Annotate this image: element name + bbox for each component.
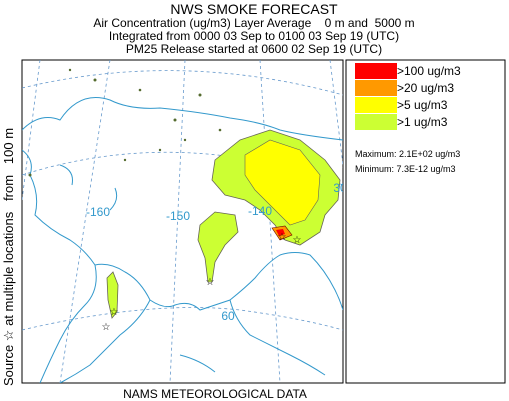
legend-label: >1 ug/m3 [397, 115, 448, 129]
title: NWS SMOKE FORECAST [170, 1, 338, 17]
legend-label: >5 ug/m3 [397, 98, 448, 112]
legend-frame [345, 59, 506, 384]
legend-max: Maximum: 2.1E+02 ug/m3 [355, 149, 460, 159]
smoke-plume [197, 211, 239, 283]
map-label: -150 [166, 209, 190, 223]
legend-label: >100 ug/m3 [397, 64, 461, 78]
legend-swatch [355, 63, 397, 79]
footer: NAMS METEOROLOGICAL DATA [123, 387, 307, 401]
svg-text:☆: ☆ [278, 232, 287, 243]
coastline [22, 97, 343, 383]
map-label: 60 [221, 309, 235, 323]
map-label: 30 [333, 181, 347, 195]
legend-swatch [355, 114, 397, 130]
svg-text:☆: ☆ [102, 322, 111, 333]
map-label: -160 [86, 205, 110, 219]
subtitle: Air Concentration (ug/m3) Layer Average … [93, 16, 414, 30]
subtitle: Integrated from 0000 03 Sep to 0100 03 S… [109, 29, 399, 43]
graticule [22, 60, 343, 383]
legend-swatch [355, 80, 397, 96]
subtitle: PM25 Release started at 0600 02 Sep 19 (… [126, 42, 382, 56]
smoke-plume [106, 271, 119, 319]
svg-text:☆: ☆ [110, 307, 119, 318]
legend-min: Minimum: 7.3E-12 ug/m3 [355, 164, 456, 174]
source-label: Source ☆ at multiple locations from 100 … [1, 128, 16, 386]
source-markers: ☆ ☆ ☆ ☆ ☆ [102, 232, 302, 333]
smoke-plume [244, 139, 321, 226]
svg-text:☆: ☆ [293, 235, 302, 246]
legend-label: >20 ug/m3 [397, 81, 454, 95]
svg-text:☆: ☆ [206, 277, 215, 288]
map-label: -140 [248, 204, 272, 218]
smoke-plume [276, 229, 285, 236]
legend-swatch [355, 97, 397, 113]
